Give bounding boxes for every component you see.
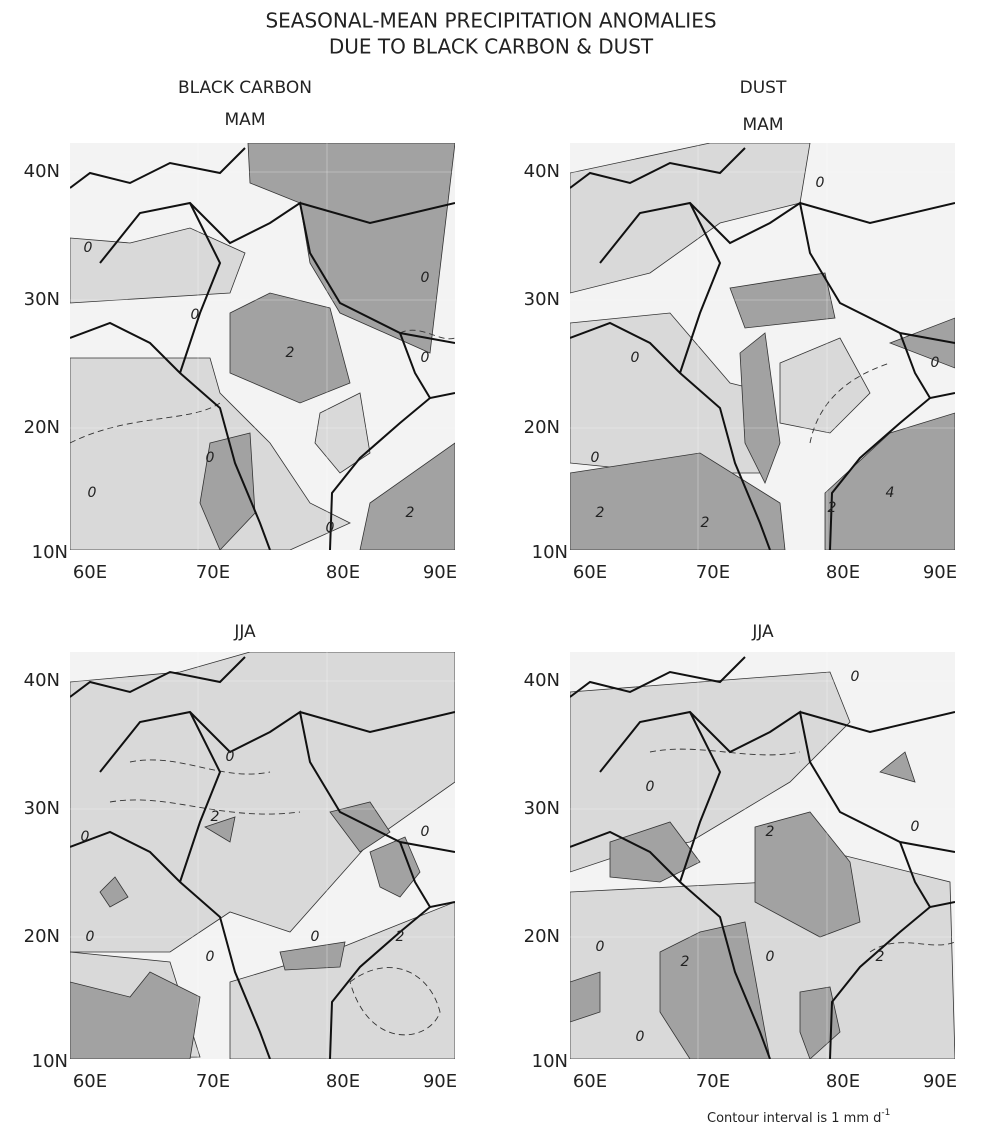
y-tick-label: 10N — [532, 542, 568, 563]
x-tick-label: 60E — [573, 1071, 607, 1092]
season-label: MAM — [743, 115, 784, 135]
contour-label: 0 — [86, 929, 95, 945]
contour-label: 0 — [326, 520, 335, 536]
contour-label: 0 — [631, 350, 640, 366]
x-tick-label: 90E — [923, 1071, 957, 1092]
contour-label: 0 — [766, 949, 775, 965]
x-tick-label: 70E — [196, 562, 230, 583]
title-line: SEASONAL-MEAN PRECIPITATION ANOMALIES — [265, 9, 716, 33]
season-label: JJA — [233, 622, 256, 642]
y-tick-label: 30N — [524, 289, 560, 310]
contour-label: 0 — [646, 779, 655, 795]
contour-label: 0 — [931, 355, 940, 371]
footnote-superscript: -1 — [881, 1108, 890, 1118]
contour-label: 0 — [816, 175, 825, 191]
contour-label: 0 — [636, 1029, 645, 1045]
x-tick-label: 60E — [73, 1071, 107, 1092]
contour-label: 2 — [766, 824, 775, 840]
contour-label: 2 — [876, 949, 885, 965]
y-tick-label: 40N — [24, 161, 60, 182]
contour-label: 2 — [828, 500, 837, 516]
contour-label: 0 — [81, 829, 90, 845]
y-tick-label: 20N — [524, 417, 560, 438]
contour-label: 0 — [206, 949, 215, 965]
contour-label: 2 — [406, 505, 415, 521]
x-tick-label: 70E — [696, 1071, 730, 1092]
contour-label: 0 — [596, 939, 605, 955]
y-tick-label: 30N — [24, 798, 60, 819]
y-tick-label: 20N — [524, 926, 560, 947]
contour-label: 0 — [911, 819, 920, 835]
x-tick-label: 60E — [573, 562, 607, 583]
y-tick-label: 40N — [24, 670, 60, 691]
contour-label: 0 — [421, 350, 430, 366]
x-tick-label: 90E — [923, 562, 957, 583]
y-tick-label: 20N — [24, 417, 60, 438]
y-tick-label: 10N — [32, 542, 68, 563]
contour-label: 4 — [886, 485, 895, 501]
contour-label: 2 — [211, 809, 220, 825]
map-panel: 60E 70E 80E 90E 10N 20N 30N 40N 0 2 0 0 0 0 0 2 — [24, 652, 458, 1092]
footnote-text: Contour interval is 1 mm d — [707, 1111, 881, 1126]
contour-label: 0 — [421, 270, 430, 286]
contour-label: 2 — [396, 929, 405, 945]
x-tick-label: 90E — [423, 562, 457, 583]
contour-label: 0 — [311, 929, 320, 945]
y-tick-label: 20N — [24, 926, 60, 947]
contour-label: 2 — [286, 345, 295, 361]
title-line: DUE TO BLACK CARBON & DUST — [329, 35, 654, 59]
contour-label: 0 — [84, 240, 93, 256]
x-tick-label: 80E — [326, 562, 360, 583]
map-panel: 60E 70E 80E 90E 10N 20N 30N 40N 0 0 2 0 0 2 0 2 0 — [524, 652, 958, 1092]
contour-label: 0 — [88, 485, 97, 501]
y-tick-label: 40N — [524, 670, 560, 691]
y-tick-label: 30N — [24, 289, 60, 310]
contour-label: 2 — [701, 515, 710, 531]
contour-label: 2 — [681, 954, 690, 970]
x-tick-label: 70E — [196, 1071, 230, 1092]
x-tick-label: 70E — [696, 562, 730, 583]
season-label: MAM — [225, 110, 266, 130]
figure: SEASONAL-MEAN PRECIPITATION ANOMALIES DU… — [0, 0, 982, 1133]
y-tick-label: 30N — [524, 798, 560, 819]
map-panel: 60E 70E 80E 90E 10N 20N 30N 40N 0 0 0 2 2 4 2 0 — [524, 143, 958, 583]
season-label: JJA — [751, 622, 774, 642]
column-header: DUST — [740, 78, 787, 98]
contour-label: 0 — [226, 749, 235, 765]
contour-label: 0 — [591, 450, 600, 466]
x-tick-label: 90E — [423, 1071, 457, 1092]
x-tick-label: 80E — [826, 562, 860, 583]
contour-label: 2 — [596, 505, 605, 521]
y-tick-label: 40N — [524, 161, 560, 182]
contour-label: 0 — [206, 450, 215, 466]
x-tick-label: 60E — [73, 562, 107, 583]
column-header: BLACK CARBON — [178, 78, 312, 98]
y-tick-label: 10N — [32, 1051, 68, 1072]
map-panel: 60E 70E 80E 90E 10N 20N 30N 40N 0 0 2 0 0 0 0 0 2 — [24, 143, 458, 583]
footnote: Contour interval is 1 mm d-1 — [707, 1108, 890, 1126]
x-tick-label: 80E — [326, 1071, 360, 1092]
contour-label: 0 — [851, 669, 860, 685]
y-tick-label: 10N — [532, 1051, 568, 1072]
contour-label: 0 — [191, 307, 200, 323]
x-tick-label: 80E — [826, 1071, 860, 1092]
contour-label: 0 — [421, 824, 430, 840]
